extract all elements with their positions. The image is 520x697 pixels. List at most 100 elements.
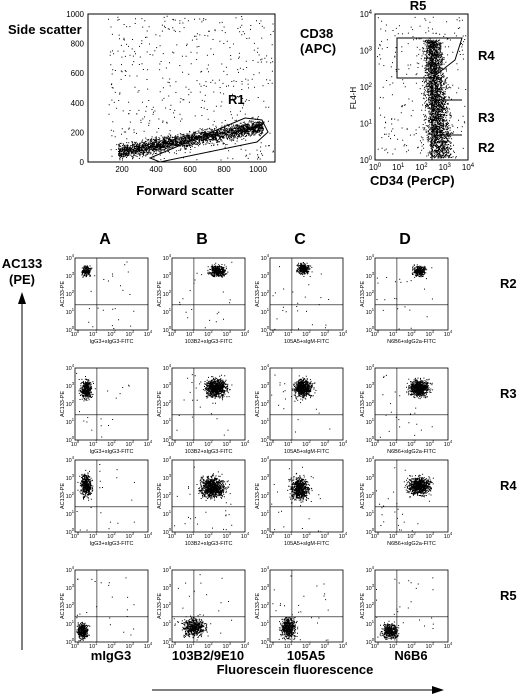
- region-label: R4: [478, 48, 495, 63]
- panel-y-label: AC133-PE: [255, 483, 261, 509]
- tick-exp: 4: [72, 565, 75, 570]
- tick-label: 102: [107, 329, 116, 338]
- tick-exp: 4: [372, 565, 375, 570]
- tick-label: 101: [360, 120, 373, 129]
- fluorescein-label: Fluorescein fluorescence: [217, 662, 374, 677]
- tick-exp: 1: [192, 641, 195, 646]
- tick-exp: 1: [95, 531, 98, 536]
- tick-exp: 0: [169, 527, 172, 532]
- tick-label: 100: [66, 325, 75, 334]
- panel-frame: [74, 569, 149, 643]
- scatter-dots: [271, 466, 322, 533]
- tick-base: 10: [261, 512, 267, 518]
- tick-base: 10: [204, 644, 210, 650]
- region-label: R3: [478, 110, 495, 125]
- tick-exp: 2: [413, 439, 416, 444]
- tick-exp: 4: [345, 329, 348, 334]
- tick-exp: 4: [247, 329, 250, 334]
- tick-label: 100: [71, 439, 80, 448]
- tick-exp: 0: [174, 329, 177, 334]
- column-name: N6B6: [394, 648, 427, 663]
- quadrant-lines: [75, 368, 148, 440]
- tick-label: 103: [163, 381, 172, 390]
- tick-label: 101: [284, 531, 293, 540]
- tick-base: 10: [261, 438, 267, 444]
- tick-exp: 3: [432, 439, 435, 444]
- tick-exp: 0: [72, 637, 75, 642]
- panel: 100100101101102102103103104104AC133-PE10…: [255, 363, 348, 455]
- tick-exp: 1: [401, 163, 405, 169]
- tick-base: 10: [266, 534, 272, 540]
- quadrant-lines: [375, 258, 448, 330]
- tick-exp: 1: [192, 439, 195, 444]
- tick-base: 10: [360, 120, 369, 129]
- tick-base: 10: [371, 534, 377, 540]
- tick-exp: 2: [210, 531, 213, 536]
- tick-base: 10: [163, 640, 169, 646]
- tick-label: 103: [126, 531, 135, 540]
- panel: 100100101101102102103103104104AC133-PE10…: [157, 363, 250, 455]
- scatter-dots: [173, 574, 233, 641]
- panel: 100100101101102102103103104104AC133-PE10…: [157, 253, 250, 345]
- tick-exp: 4: [450, 329, 453, 334]
- tick-base: 10: [204, 534, 210, 540]
- tick-label: 104: [261, 363, 270, 372]
- tick-exp: 2: [424, 163, 428, 169]
- tick-label: 104: [444, 641, 453, 650]
- tick-base: 10: [163, 622, 169, 628]
- tick-label: 103: [261, 381, 270, 390]
- tick-exp: 2: [267, 399, 270, 404]
- column-name: 103B2/9E10: [172, 648, 244, 663]
- tick-label: 100: [366, 527, 375, 536]
- tick-exp: 2: [267, 289, 270, 294]
- tick-base: 10: [261, 384, 267, 390]
- quadrant-lines: [375, 460, 448, 532]
- tick-label: 101: [389, 641, 398, 650]
- tick-label: 102: [302, 329, 311, 338]
- tick-exp: 2: [413, 329, 416, 334]
- tick-base: 10: [66, 604, 72, 610]
- tick-exp: 3: [132, 329, 135, 334]
- tick-exp: 1: [72, 417, 75, 422]
- tick-label: 104: [261, 253, 270, 262]
- tick-exp: 3: [132, 641, 135, 646]
- tick-base: 10: [366, 402, 372, 408]
- tick-label: 104: [66, 363, 75, 372]
- tick-base: 10: [66, 622, 72, 628]
- tick-base: 10: [223, 534, 229, 540]
- tick-label: 100: [371, 439, 380, 448]
- tick-base: 10: [163, 310, 169, 316]
- panel-frame: [74, 257, 149, 331]
- tick-base: 10: [261, 640, 267, 646]
- tick-exp: 4: [450, 439, 453, 444]
- tick-base: 10: [204, 332, 210, 338]
- tick-label: 104: [241, 531, 250, 540]
- tick-exp: 4: [169, 565, 172, 570]
- tick-label: 101: [284, 329, 293, 338]
- tick-base: 10: [168, 442, 174, 448]
- panel-y-label: AC133-PE: [360, 593, 366, 619]
- tick-base: 10: [339, 332, 345, 338]
- tick-exp: 4: [72, 253, 75, 258]
- tick-base: 10: [186, 442, 192, 448]
- panel-y-label: AC133-PE: [60, 593, 66, 619]
- tick-label: 100: [266, 531, 275, 540]
- tick-label: 101: [163, 417, 172, 426]
- y-tick-label: 0: [80, 158, 85, 167]
- panel-y-label: AC133-PE: [255, 391, 261, 417]
- tick-label: 104: [339, 439, 348, 448]
- tick-label: 104: [66, 455, 75, 464]
- panel-frame: [374, 459, 449, 533]
- tick-exp: 0: [272, 641, 275, 646]
- tick-label: 103: [426, 439, 435, 448]
- tick-base: 10: [366, 604, 372, 610]
- tick-base: 10: [163, 512, 169, 518]
- tick-exp: 0: [272, 329, 275, 334]
- tick-label: 101: [186, 329, 195, 338]
- tick-base: 10: [163, 420, 169, 426]
- tick-exp: 2: [113, 329, 116, 334]
- tick-label: 101: [366, 509, 375, 518]
- tick-base: 10: [360, 83, 369, 92]
- panel-y-label: AC133-PE: [157, 483, 163, 509]
- scatter-dots: [271, 374, 331, 433]
